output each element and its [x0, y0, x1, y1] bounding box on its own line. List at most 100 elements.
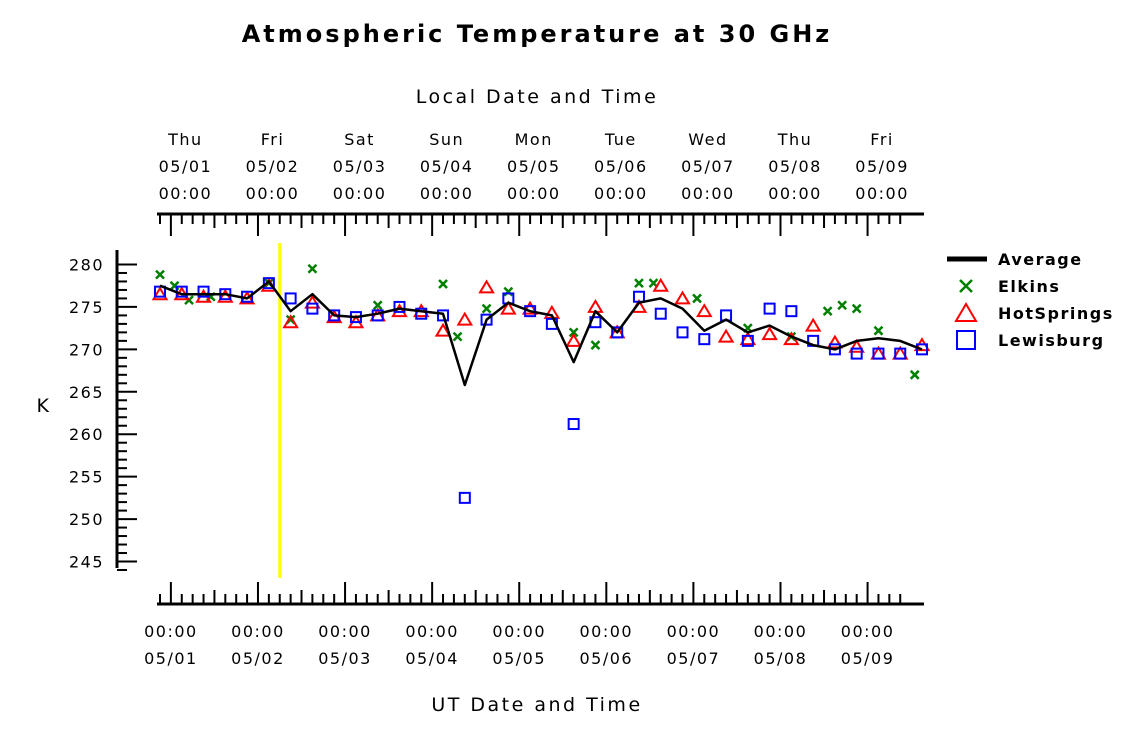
elkins-point [438, 279, 448, 289]
y-tick-label: 265 [69, 383, 104, 402]
top-tick-date: 05/04 [420, 157, 474, 176]
lewisburg-point [197, 285, 210, 298]
elkins-point [372, 300, 383, 311]
top-tick-time: 00:00 [681, 184, 735, 203]
bottom-tick-time: 00:00 [754, 622, 808, 641]
lewisburg-point [567, 418, 580, 431]
top-tick-date: 05/05 [507, 157, 561, 176]
elkins-point [837, 300, 848, 311]
lewisburg-point [415, 307, 428, 320]
hotsprings-point [521, 300, 539, 315]
elkins-point [503, 286, 514, 297]
legend-entry-average: Average [947, 250, 1083, 269]
average-line [159, 280, 923, 387]
top-tick-day: Fri [261, 130, 285, 149]
top-tick-date: 05/01 [159, 157, 213, 176]
lewisburg-point [262, 277, 275, 290]
hotsprings-point [739, 331, 757, 346]
y-axis-title: K [37, 395, 52, 417]
lewisburg-point [872, 347, 885, 360]
legend-entry-elkins: Elkins [959, 277, 1060, 296]
bottom-tick-time: 00:00 [318, 622, 372, 641]
lewisburg-point [284, 292, 297, 305]
lewisburg-point [676, 326, 689, 339]
y-tick-label: 245 [69, 553, 104, 572]
top-tick-day: Wed [688, 130, 727, 149]
bottom-tick-time: 00:00 [492, 622, 546, 641]
lewisburg-point [763, 302, 776, 315]
elkins-point [481, 303, 492, 314]
legend: Average Elkins HotSprings Lewisburg [947, 250, 1114, 350]
top-tick-time: 00:00 [246, 184, 300, 203]
legend-swatch-x [959, 279, 973, 293]
hotsprings-point [826, 334, 844, 349]
top-tick-time: 00:00 [855, 184, 909, 203]
elkins-point [909, 369, 920, 380]
lewisburg-point [458, 491, 471, 504]
axes: 245 250 255 260 265 270 275 280 Thu 05/01 00:00 Fri… [69, 130, 924, 668]
hotsprings-point [478, 279, 495, 294]
bottom-tick-time: 00:00 [667, 622, 721, 641]
lewisburg-point [611, 326, 624, 339]
hotsprings-point [282, 314, 299, 329]
hotsprings-point [217, 288, 234, 303]
top-tick-time: 00:00 [507, 184, 561, 203]
top-tick-day: Fri [870, 130, 894, 149]
elkins-point [155, 269, 165, 280]
hotsprings-point [674, 290, 691, 305]
legend-entry-hotsprings: HotSprings [954, 302, 1114, 323]
hotsprings-point [717, 328, 735, 343]
elkins-point [822, 306, 833, 317]
bottom-tick-date: 05/04 [405, 649, 459, 668]
top-tick-date: 05/09 [855, 157, 909, 176]
bottom-tick-date: 05/06 [580, 649, 634, 668]
y-tick-label: 280 [69, 255, 104, 274]
legend-label: Elkins [998, 277, 1060, 296]
top-tick-time: 00:00 [420, 184, 474, 203]
hotsprings-point [652, 277, 669, 292]
y-tick-label: 260 [69, 425, 104, 444]
top-tick-day: Tue [604, 130, 637, 149]
lewisburg-point [741, 334, 754, 347]
x-axis-title: UT Date and Time [431, 694, 642, 716]
top-tick-time: 00:00 [159, 184, 213, 203]
legend-label: HotSprings [998, 304, 1114, 323]
bottom-tick-date: 05/02 [231, 649, 285, 668]
elkins-point [307, 263, 318, 274]
legend-swatch-square [956, 330, 976, 350]
hotsprings-point [848, 338, 865, 353]
top-tick-date: 05/02 [246, 157, 300, 176]
top-tick-date: 05/03 [333, 157, 387, 176]
bottom-tick-date: 05/09 [841, 649, 895, 668]
hotsprings-point [304, 294, 321, 309]
top-tick-time: 00:00 [333, 184, 387, 203]
elkins-point [634, 278, 644, 289]
top-tick-day: Mon [515, 130, 553, 149]
series-layer [151, 263, 931, 504]
hotsprings-point [696, 303, 713, 318]
top-tick-date: 05/07 [681, 157, 735, 176]
bottom-tick-date: 05/01 [144, 649, 198, 668]
lewisburg-point [654, 307, 667, 320]
elkins-point [568, 327, 579, 338]
bottom-tick-date: 05/07 [667, 649, 721, 668]
bottom-tick-time: 00:00 [405, 622, 459, 641]
hotsprings-point [761, 326, 778, 341]
chart-title: Atmospheric Temperature at 30 GHz [242, 20, 833, 48]
lewisburg-point [916, 343, 928, 356]
legend-label: Average [998, 250, 1083, 269]
bottom-tick-date: 05/08 [754, 649, 808, 668]
top-tick-day: Sat [344, 130, 375, 149]
elkins-point [452, 331, 463, 342]
hotsprings-point [456, 311, 474, 326]
elkins-point [873, 325, 884, 336]
top-tick-date: 05/08 [768, 157, 822, 176]
lewisburg-point [393, 300, 406, 313]
hotsprings-point [804, 317, 822, 332]
elkins-point [851, 303, 862, 314]
legend-swatch-triangle [954, 302, 978, 322]
top-tick-date: 05/06 [594, 157, 648, 176]
lewisburg-point [785, 305, 798, 318]
elkins-point [692, 293, 702, 304]
